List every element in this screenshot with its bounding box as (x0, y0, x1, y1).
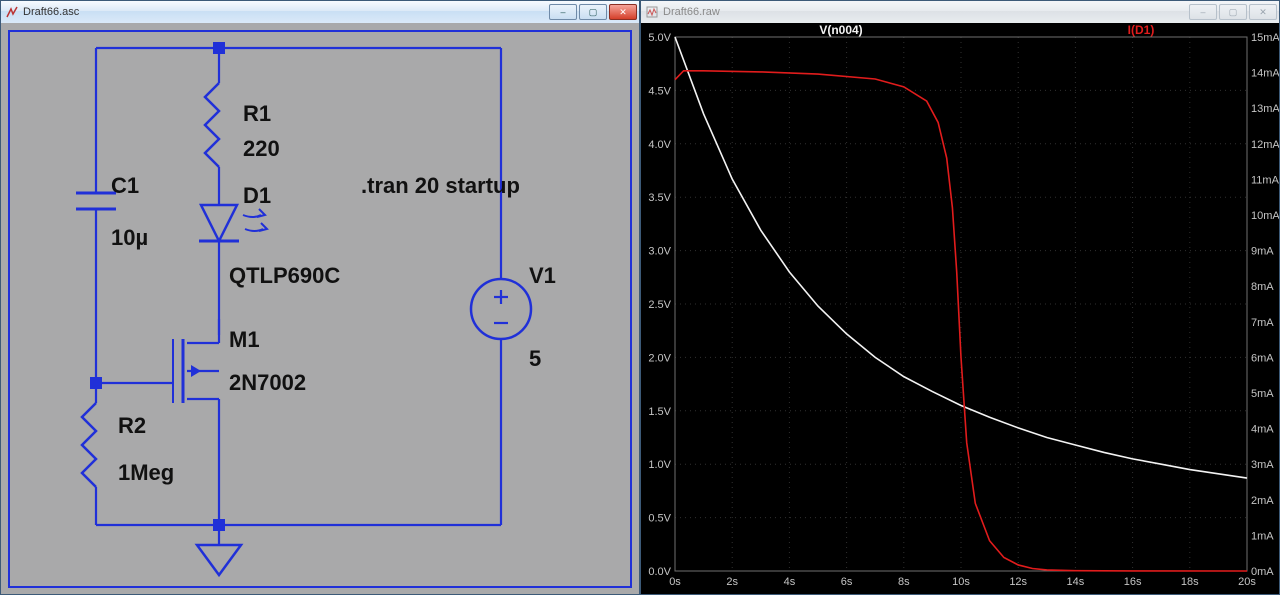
v1-name: V1 (529, 263, 556, 289)
svg-text:0.5V: 0.5V (648, 513, 671, 525)
plot-area[interactable]: 0s2s4s6s8s10s12s14s16s18s20s0.0V0.5V1.0V… (641, 23, 1279, 594)
v1-value: 5 (529, 346, 541, 372)
svg-text:12mA: 12mA (1251, 139, 1279, 151)
d1-name: D1 (243, 183, 271, 209)
svg-text:2.0V: 2.0V (648, 352, 671, 364)
svg-text:0s: 0s (669, 576, 681, 588)
svg-text:12s: 12s (1009, 576, 1027, 588)
svg-text:6s: 6s (841, 576, 853, 588)
maximize-button[interactable]: ▢ (1219, 4, 1247, 20)
svg-text:4s: 4s (784, 576, 796, 588)
svg-text:18s: 18s (1181, 576, 1199, 588)
r2-name: R2 (118, 413, 146, 439)
svg-text:3.0V: 3.0V (648, 246, 671, 258)
svg-text:8s: 8s (898, 576, 910, 588)
close-button[interactable]: ✕ (1249, 4, 1277, 20)
svg-text:13mA: 13mA (1251, 103, 1279, 115)
svg-text:0.0V: 0.0V (648, 566, 671, 578)
minimize-button[interactable]: – (549, 4, 577, 20)
m1-name: M1 (229, 327, 260, 353)
svg-text:5.0V: 5.0V (648, 32, 671, 44)
schematic-window: Draft66.asc – ▢ ✕ C1 10µ R1 220 D1 QTLP6… (0, 0, 640, 595)
svg-text:14mA: 14mA (1251, 68, 1279, 80)
svg-text:1mA: 1mA (1251, 530, 1274, 542)
app-icon (5, 5, 19, 19)
svg-text:4mA: 4mA (1251, 424, 1274, 436)
svg-text:2mA: 2mA (1251, 495, 1274, 507)
svg-text:9mA: 9mA (1251, 246, 1274, 258)
schematic-canvas[interactable]: C1 10µ R1 220 D1 QTLP690C M1 2N7002 R2 1… (1, 23, 639, 594)
svg-text:15mA: 15mA (1251, 32, 1279, 44)
svg-text:0mA: 0mA (1251, 566, 1274, 578)
svg-text:4.0V: 4.0V (648, 139, 671, 151)
c1-name: C1 (111, 173, 139, 199)
svg-text:1.5V: 1.5V (648, 406, 671, 418)
svg-text:10s: 10s (952, 576, 970, 588)
svg-text:5mA: 5mA (1251, 388, 1274, 400)
svg-text:2s: 2s (726, 576, 738, 588)
svg-text:V(n004): V(n004) (819, 23, 862, 37)
schematic-svg (1, 23, 639, 594)
waveform-titlebar[interactable]: Draft66.raw – ▢ ✕ (641, 1, 1279, 23)
svg-text:1.0V: 1.0V (648, 459, 671, 471)
c1-value: 10µ (111, 225, 148, 251)
r2-value: 1Meg (118, 460, 174, 486)
svg-text:3mA: 3mA (1251, 459, 1274, 471)
svg-text:6mA: 6mA (1251, 352, 1274, 364)
svg-text:10mA: 10mA (1251, 210, 1279, 222)
minimize-button[interactable]: – (1189, 4, 1217, 20)
maximize-button[interactable]: ▢ (579, 4, 607, 20)
spice-directive: .tran 20 startup (361, 173, 520, 199)
waveform-window: Draft66.raw – ▢ ✕ 0s 2s 4s 6s 8s 10s 12s 14s 16s… (640, 0, 1280, 595)
schematic-title: Draft66.asc (23, 6, 79, 18)
r1-name: R1 (243, 101, 271, 127)
svg-text:I(D1): I(D1) (1128, 23, 1155, 37)
svg-text:8mA: 8mA (1251, 281, 1274, 293)
d1-value: QTLP690C (229, 263, 340, 289)
m1-value: 2N7002 (229, 370, 306, 396)
svg-text:2.5V: 2.5V (648, 299, 671, 311)
svg-text:11mA: 11mA (1251, 174, 1279, 186)
wave-icon (645, 5, 659, 19)
r1-value: 220 (243, 136, 280, 162)
schematic-titlebar[interactable]: Draft66.asc – ▢ ✕ (1, 1, 639, 23)
svg-text:16s: 16s (1124, 576, 1142, 588)
svg-text:7mA: 7mA (1251, 317, 1274, 329)
svg-text:3.5V: 3.5V (648, 192, 671, 204)
waveform-title: Draft66.raw (663, 6, 720, 18)
close-button[interactable]: ✕ (609, 4, 637, 20)
plot-svg: 0s2s4s6s8s10s12s14s16s18s20s0.0V0.5V1.0V… (641, 23, 1279, 594)
svg-text:4.5V: 4.5V (648, 85, 671, 97)
svg-text:14s: 14s (1067, 576, 1085, 588)
